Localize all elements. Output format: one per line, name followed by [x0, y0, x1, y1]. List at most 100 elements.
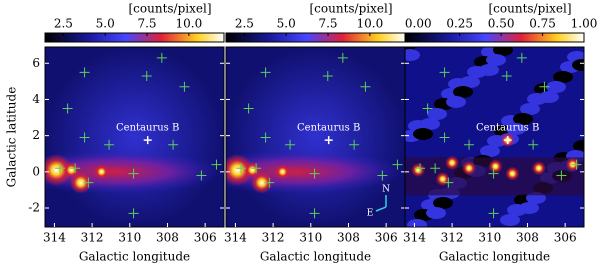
source-marker: [128, 168, 139, 179]
source-marker: [196, 170, 207, 181]
source-marker: [251, 163, 262, 174]
source-marker: [83, 177, 94, 188]
source-marker: [156, 52, 167, 63]
image-blob: [411, 163, 426, 178]
colorbar: [44, 32, 225, 43]
compass-e: E: [367, 209, 374, 219]
image-bg: [45, 47, 224, 227]
image-noise: [426, 207, 446, 219]
source-marker: [488, 168, 499, 179]
image-blob: [531, 161, 546, 176]
target-marker: [503, 136, 512, 145]
image: Centaurus B N E: [226, 47, 405, 227]
image-blob: [45, 154, 73, 187]
x-tick-label: 314: [403, 231, 426, 245]
source-marker: [322, 70, 333, 81]
source-marker: [360, 81, 371, 92]
y-tick-label: 0: [32, 164, 40, 178]
colorbar-tick-label: 7.5: [137, 17, 156, 31]
image-noise: [539, 91, 559, 103]
compass: [375, 195, 387, 212]
source-marker: [79, 67, 90, 78]
source-marker: [128, 208, 139, 219]
image-noise: [420, 118, 440, 130]
x-axis-label: Galactic longitude: [439, 250, 550, 264]
source-marker: [556, 170, 567, 181]
colorbar-tick-label: 7.5: [318, 17, 337, 31]
source-marker: [309, 208, 320, 219]
image-noise: [519, 202, 539, 214]
x-tick-label: 314: [43, 231, 66, 245]
image-blob: [445, 155, 460, 170]
image-noise: [433, 197, 453, 209]
image-blob: [435, 172, 450, 187]
target-marker: [143, 136, 152, 145]
colorbar-label: [counts/pixel]: [128, 2, 211, 16]
colorbar-label: [counts/pixel]: [488, 2, 571, 16]
x-tick-label: 306: [554, 231, 577, 245]
source-marker: [571, 159, 582, 170]
frame: [44, 46, 225, 228]
source-marker: [539, 81, 550, 92]
image-noise: [520, 103, 540, 115]
source-marker: [243, 103, 254, 114]
image-noise: [479, 64, 499, 76]
image-noise: [486, 54, 506, 66]
image-noise: [553, 71, 573, 83]
image-noise: [413, 128, 433, 140]
source-marker: [464, 139, 475, 150]
image-blob: [226, 154, 254, 187]
x-axis-label: Galactic longitude: [260, 250, 371, 264]
x-tick-label: 310: [478, 231, 501, 245]
source-marker: [260, 132, 271, 143]
source-marker: [528, 139, 539, 150]
frame: [404, 46, 585, 228]
source-marker: [430, 163, 441, 174]
x-tick-label: 312: [441, 231, 464, 245]
source-marker: [377, 170, 388, 181]
image-blob: [94, 164, 109, 179]
image-blob: [462, 161, 477, 176]
source-marker: [260, 67, 271, 78]
x-tick-label: 314: [224, 231, 247, 245]
source-marker: [168, 139, 179, 150]
x-tick-label: 306: [375, 231, 398, 245]
image-noise: [573, 140, 584, 152]
x-axis-label: Galactic longitude: [79, 250, 190, 264]
image-noise: [446, 96, 466, 108]
source-marker: [236, 163, 247, 174]
image-noise: [493, 47, 513, 56]
y-tick-label: 2: [32, 128, 40, 142]
source-marker: [501, 70, 512, 81]
image-blob: [63, 162, 80, 179]
y-axis-label: Galactic latitude: [5, 87, 19, 188]
image-noise: [427, 108, 447, 120]
source-marker: [516, 52, 527, 63]
source-marker: [439, 132, 450, 143]
colorbar-tick-label: 2.5: [235, 17, 254, 31]
x-tick-label: 306: [194, 231, 217, 245]
image-noise: [460, 76, 480, 88]
x-tick-label: 308: [156, 231, 179, 245]
source-marker: [309, 168, 320, 179]
image-bg: [226, 47, 405, 227]
source-marker: [179, 81, 190, 92]
y-tick-label: 6: [32, 56, 40, 70]
source-marker: [62, 103, 73, 114]
source-marker: [285, 139, 296, 150]
source-marker: [443, 177, 454, 188]
source-marker: [415, 163, 426, 174]
image-blob: [488, 159, 503, 174]
colorbar-label: [counts/pixel]: [309, 2, 392, 16]
image-noise: [506, 123, 526, 135]
source-marker: [488, 208, 499, 219]
image-noise: [405, 49, 420, 61]
source-marker: [264, 177, 275, 188]
source-marker: [439, 67, 450, 78]
source-marker: [141, 70, 152, 81]
source-marker: [392, 159, 403, 170]
y-tick-label: 4: [32, 92, 40, 106]
annotation: Centaurus B: [116, 123, 179, 134]
image-noise: [407, 219, 427, 227]
colorbar: [225, 32, 406, 43]
